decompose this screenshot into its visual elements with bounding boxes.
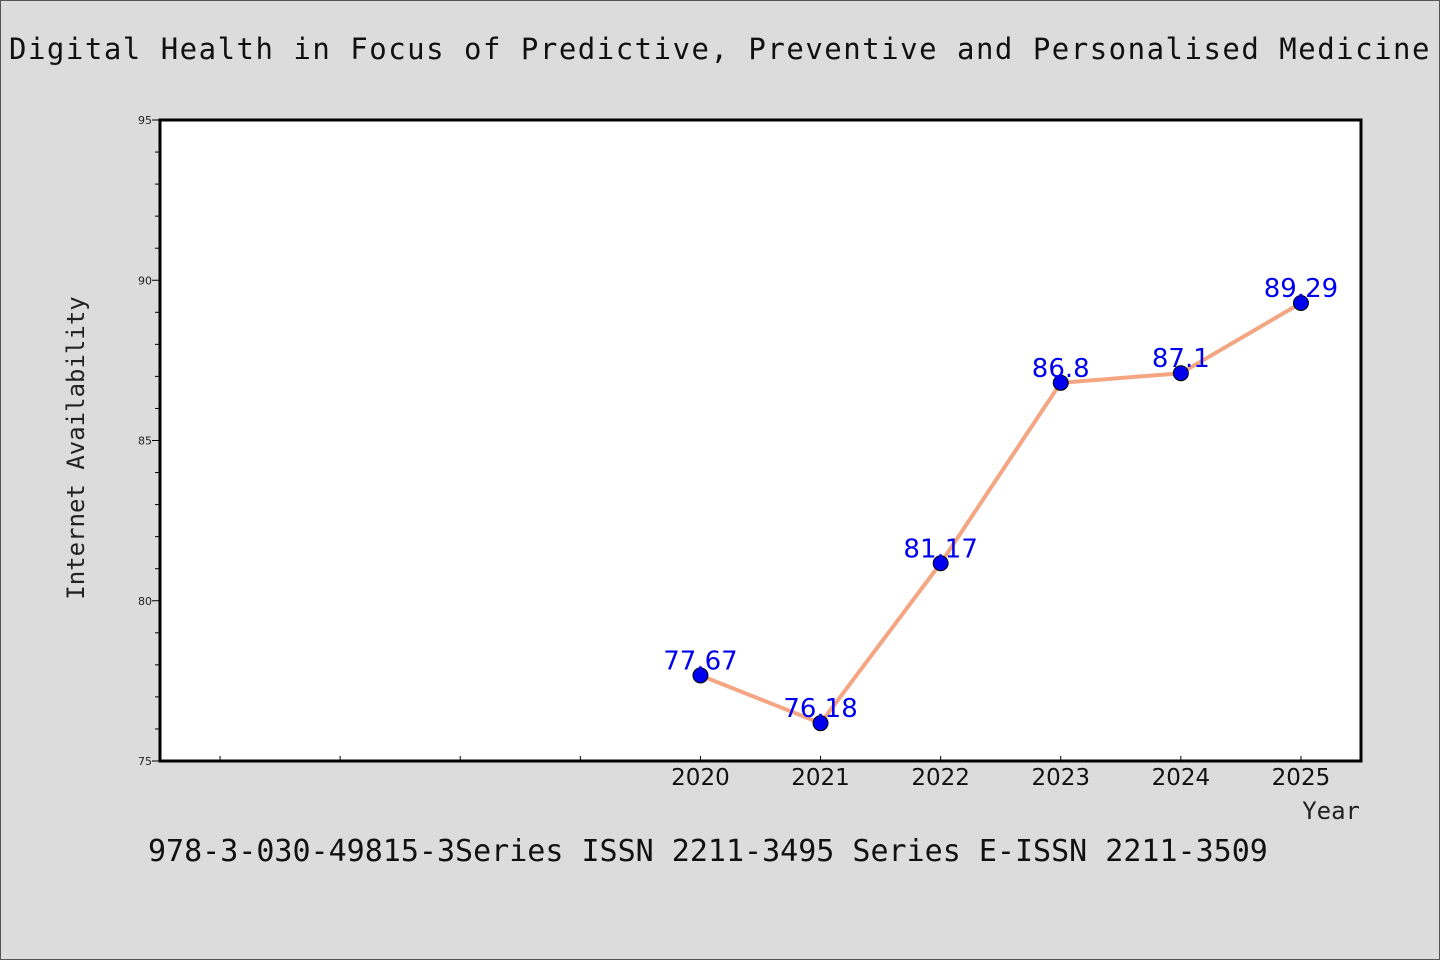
data-label: 86.8	[1032, 354, 1090, 384]
x-tick-label: 2024	[1152, 765, 1211, 791]
data-points	[692, 295, 1309, 732]
data-point	[932, 555, 949, 572]
x-axis-label: Year	[1302, 797, 1360, 825]
isbn-footer: 978-3-030-49815-3Series ISSN 2211-3495 S…	[148, 834, 1268, 869]
chart-title: Digital Health in Focus of Predictive, P…	[9, 32, 1431, 66]
x-tick-label: 2020	[671, 765, 730, 791]
data-point	[812, 715, 829, 732]
data-point	[1292, 295, 1309, 312]
data-label: 81.17	[903, 534, 977, 564]
data-label: 89.29	[1264, 274, 1338, 304]
x-tick-label: 2021	[791, 765, 850, 791]
x-tick-label: 2022	[911, 765, 970, 791]
data-point	[1052, 374, 1069, 391]
plot-area	[158, 118, 1363, 763]
y-axis-label: Internet Availability	[62, 296, 90, 599]
y-tick-label: 80	[138, 595, 152, 608]
series-line	[699, 301, 1302, 726]
data-labels: 77.67 76.18 81.17 86.8 87.1 89.29	[663, 274, 1338, 724]
data-label: 77.67	[663, 646, 737, 676]
data-point	[1172, 365, 1189, 382]
x-tick-label: 2025	[1272, 765, 1331, 791]
data-label: 87.1	[1152, 344, 1210, 374]
data-point	[692, 667, 709, 684]
y-tick-label: 85	[138, 435, 152, 448]
y-tick-label: 75	[138, 755, 152, 768]
data-label: 76.18	[783, 694, 857, 724]
x-axis-ticks: 2020 2021 2022 2023 2024 2025	[219, 756, 1331, 791]
y-tick-label: 90	[138, 274, 152, 287]
x-tick-label: 2023	[1031, 765, 1090, 791]
y-axis-ticks: 75 80 85 90 95	[138, 114, 160, 768]
y-tick-label: 95	[138, 114, 152, 127]
